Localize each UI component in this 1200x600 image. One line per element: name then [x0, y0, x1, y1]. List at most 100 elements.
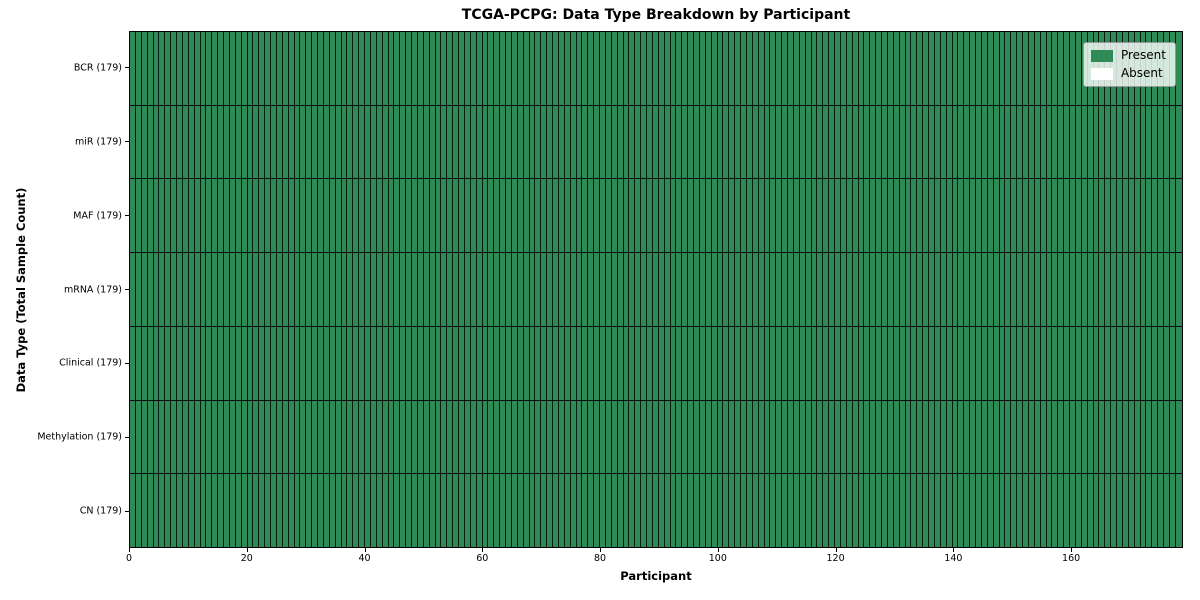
heatmap-cell: [1004, 32, 1011, 105]
heatmap-cell: [1157, 400, 1163, 474]
heatmap-cell: [134, 179, 141, 253]
heatmap-cell: [516, 474, 523, 548]
heatmap-cell: [446, 400, 453, 474]
heatmap-cell: [422, 474, 429, 548]
heatmap-cell: [810, 105, 817, 179]
heatmap-cell: [358, 32, 364, 105]
heatmap-row-mir: [130, 105, 1182, 180]
heatmap-cell: [998, 474, 1005, 548]
heatmap-cell: [616, 32, 623, 105]
heatmap-cell: [381, 474, 388, 548]
heatmap-cell: [593, 105, 599, 179]
heatmap-cell: [317, 253, 323, 326]
heatmap-cell: [152, 400, 159, 474]
heatmap-cell: [681, 253, 688, 326]
heatmap-cell: [1086, 400, 1093, 474]
heatmap-cell: [358, 179, 364, 253]
heatmap-cell: [463, 32, 470, 105]
heatmap-cell: [146, 326, 153, 400]
heatmap-cell: [687, 179, 693, 253]
heatmap-cell: [193, 105, 200, 179]
heatmap-cell: [687, 32, 693, 105]
heatmap-cell: [540, 400, 547, 474]
heatmap-cell: [546, 32, 552, 105]
heatmap-cell: [1145, 474, 1152, 548]
heatmap-cell: [969, 474, 975, 548]
heatmap-cell: [557, 179, 564, 253]
heatmap-cell: [792, 253, 799, 326]
heatmap-cell: [1098, 326, 1105, 400]
heatmap-cell: [957, 326, 964, 400]
heatmap-cell: [522, 105, 529, 179]
heatmap-cell: [916, 32, 923, 105]
heatmap-cell: [857, 105, 864, 179]
heatmap-cell: [234, 253, 241, 326]
heatmap-cell: [134, 32, 141, 105]
heatmap-cell: [822, 253, 829, 326]
heatmap-cell: [170, 179, 176, 253]
heatmap-cell: [787, 179, 793, 253]
x-tick-mark: [1071, 548, 1073, 552]
heatmap-cell: [892, 32, 899, 105]
heatmap-cell: [1063, 179, 1069, 253]
heatmap-cell: [975, 179, 981, 253]
heatmap-cell: [798, 326, 805, 400]
heatmap-cell: [681, 105, 688, 179]
heatmap-cell: [399, 474, 406, 548]
heatmap-cell: [828, 179, 834, 253]
heatmap-cell: [969, 326, 975, 400]
heatmap-cell: [140, 326, 147, 400]
heatmap-cell: [933, 253, 940, 326]
heatmap-cell: [146, 400, 153, 474]
heatmap-cell: [734, 32, 740, 105]
heatmap-cell: [716, 326, 723, 400]
heatmap-cell: [775, 326, 782, 400]
heatmap-cell: [499, 179, 505, 253]
heatmap-cell: [469, 326, 476, 400]
heatmap-cell: [1110, 253, 1116, 326]
heatmap-cell: [710, 474, 717, 548]
heatmap-cell: [246, 105, 253, 179]
heatmap-cell: [875, 400, 881, 474]
heatmap-cell: [246, 400, 253, 474]
heatmap-cell: [211, 253, 218, 326]
heatmap-cell: [569, 105, 576, 179]
heatmap-cell: [781, 326, 787, 400]
heatmap-cell: [358, 474, 364, 548]
heatmap-cell: [693, 400, 699, 474]
heatmap-cell: [270, 253, 276, 326]
heatmap-cell: [1127, 326, 1134, 400]
heatmap-cell: [228, 32, 235, 105]
heatmap-cell: [228, 326, 235, 400]
heatmap-cell: [704, 253, 711, 326]
heatmap-cell: [951, 253, 958, 326]
heatmap-cell: [352, 474, 359, 548]
heatmap-cell: [540, 179, 547, 253]
heatmap-cell: [669, 326, 676, 400]
heatmap-cell: [275, 326, 282, 400]
heatmap-cell: [1039, 179, 1046, 253]
heatmap-cell: [181, 105, 188, 179]
heatmap-cell: [663, 474, 670, 548]
heatmap-cell: [693, 253, 699, 326]
heatmap-cell: [375, 105, 382, 179]
heatmap-cell: [369, 474, 376, 548]
heatmap-cell: [1010, 326, 1017, 400]
heatmap-cell: [992, 326, 999, 400]
heatmap-cell: [217, 179, 223, 253]
heatmap-cell: [1133, 179, 1140, 253]
heatmap-cell: [763, 326, 770, 400]
heatmap-cell: [898, 253, 905, 326]
heatmap-cell: [270, 474, 276, 548]
heatmap-cell: [1116, 326, 1122, 400]
heatmap-cell: [928, 105, 934, 179]
heatmap-cell: [1127, 253, 1134, 326]
heatmap-cell: [716, 179, 723, 253]
heatmap-cell: [945, 105, 952, 179]
heatmap-cell: [622, 105, 629, 179]
heatmap-cell: [1027, 400, 1034, 474]
heatmap-cell: [416, 326, 423, 400]
heatmap-cell: [928, 253, 934, 326]
heatmap-cell: [1174, 253, 1181, 326]
heatmap-cell: [1145, 105, 1152, 179]
